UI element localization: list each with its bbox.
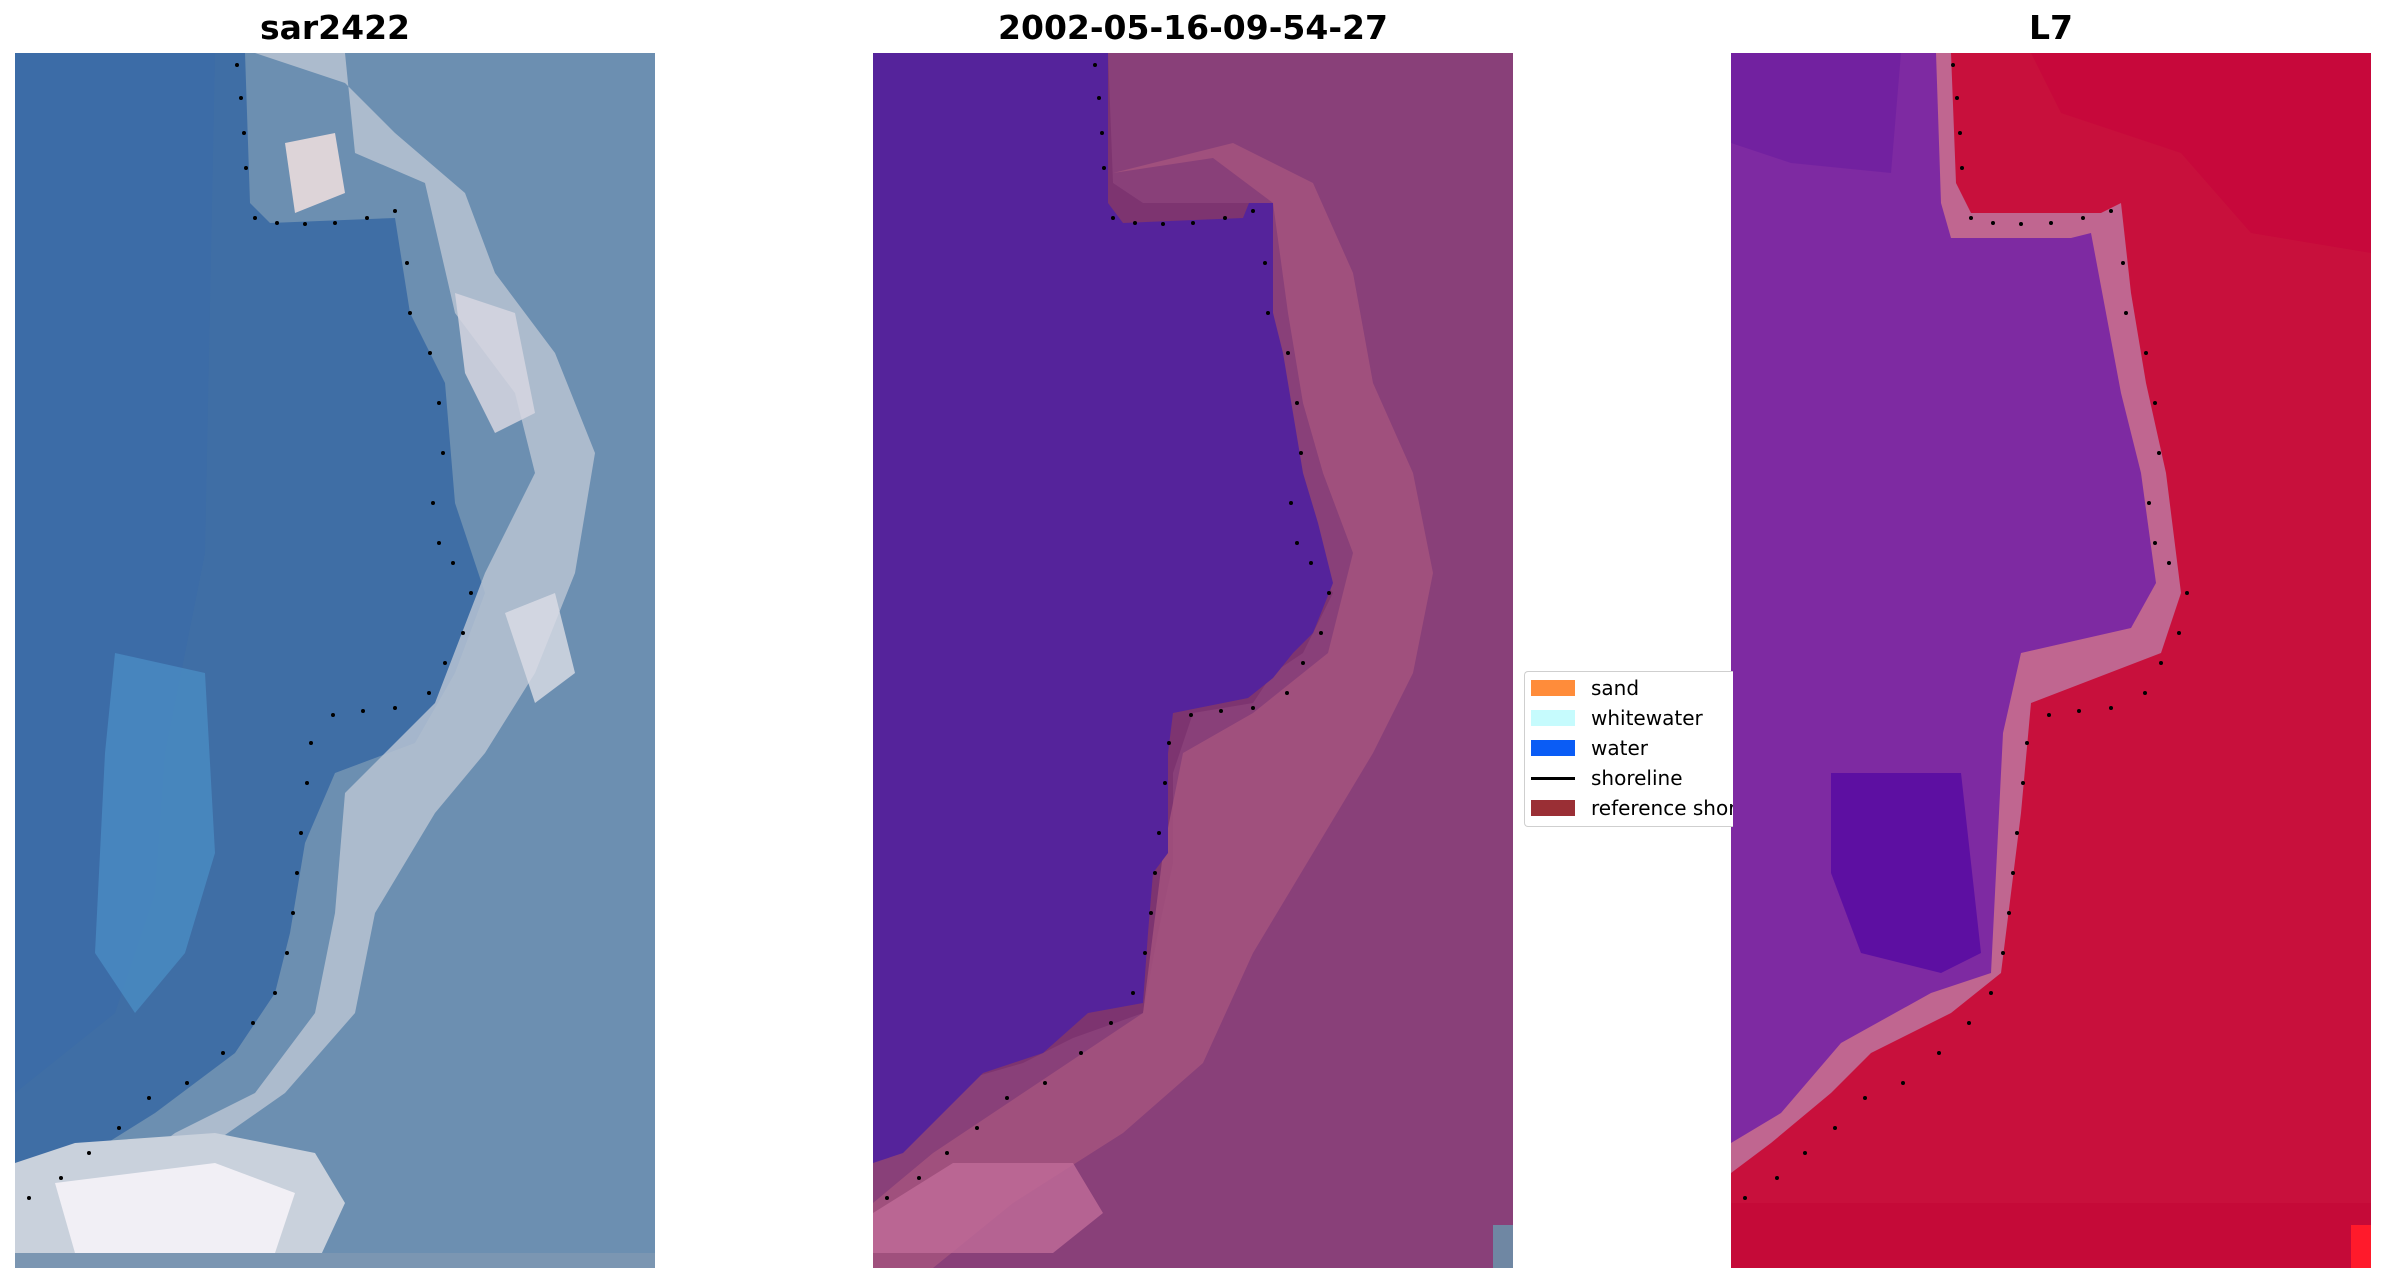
legend-label: water bbox=[1591, 736, 1648, 760]
panel-title-index: L7 bbox=[2029, 8, 2073, 47]
legend-item-whitewater: whitewater bbox=[1531, 704, 1703, 732]
legend-label: shoreline bbox=[1591, 766, 1683, 790]
panel-title-classified: 2002-05-16-09-54-27 bbox=[998, 8, 1388, 47]
whitewater-swatch bbox=[1531, 710, 1575, 726]
legend-item-water: water bbox=[1531, 734, 1648, 762]
panel-title-rgb: sar2422 bbox=[259, 8, 411, 47]
sand-swatch bbox=[1531, 680, 1575, 696]
legend-item-sand: sand bbox=[1531, 674, 1639, 702]
reference-shoreline-swatch bbox=[1531, 800, 1575, 816]
legend-item-shoreline: shoreline bbox=[1531, 764, 1683, 792]
legend: sand whitewater water shoreline referenc… bbox=[1524, 671, 1733, 827]
index-image-panel bbox=[1731, 53, 2371, 1268]
rgb-image-panel bbox=[15, 53, 655, 1268]
rgb-image bbox=[15, 53, 655, 1268]
legend-label: whitewater bbox=[1591, 706, 1703, 730]
classified-image bbox=[873, 53, 1513, 1268]
index-image bbox=[1731, 53, 2371, 1268]
shoreline-line bbox=[1531, 776, 1575, 780]
shoreline-dots bbox=[27, 63, 473, 1200]
legend-label: reference shoreline bbox=[1591, 796, 1733, 820]
legend-label: sand bbox=[1591, 676, 1640, 700]
water-swatch bbox=[1531, 740, 1575, 756]
legend-item-reference-shoreline: reference shoreline bbox=[1531, 794, 1733, 822]
classified-image-panel bbox=[873, 53, 1513, 1268]
